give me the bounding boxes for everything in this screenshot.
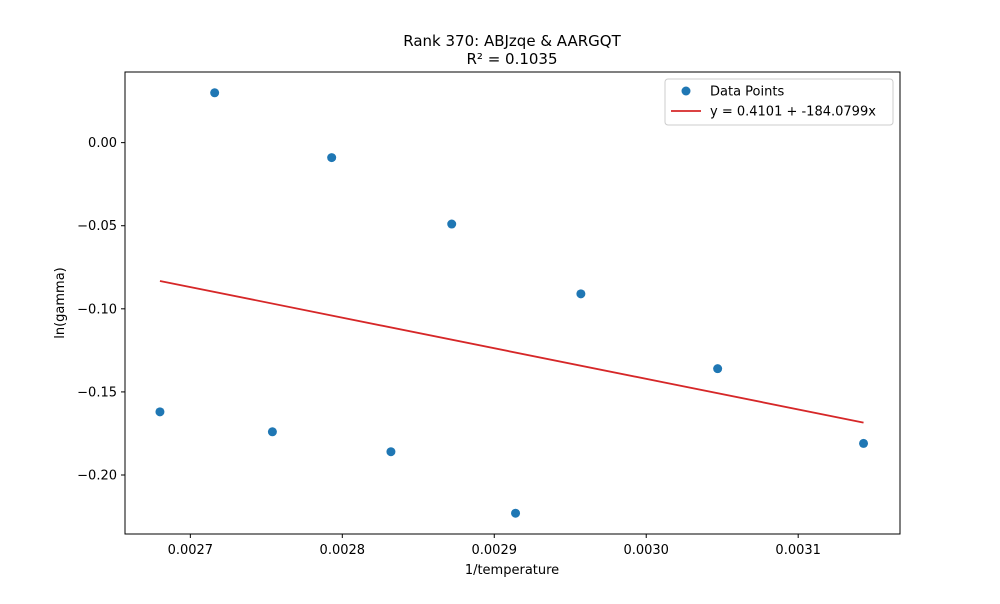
y-tick-label: −0.10 — [77, 302, 117, 317]
data-point — [859, 438, 869, 448]
y-axis-label: ln(gamma) — [53, 267, 68, 339]
y-tick-label: −0.20 — [77, 469, 117, 484]
chart-title: Rank 370: ABJzqe & AARGQT — [403, 32, 621, 50]
x-tick-label: 0.0030 — [623, 543, 669, 558]
x-axis-label: 1/temperature — [465, 563, 559, 578]
data-point — [447, 219, 457, 229]
x-tick-label: 0.0028 — [320, 543, 366, 558]
data-point — [210, 88, 220, 98]
data-point — [386, 447, 396, 457]
data-point — [713, 364, 723, 374]
data-point — [155, 407, 165, 417]
y-tick-label: 0.00 — [88, 136, 117, 151]
y-tick-label: −0.15 — [77, 385, 117, 400]
y-tick-label: −0.05 — [77, 219, 117, 234]
data-point — [576, 289, 586, 299]
data-point — [327, 153, 337, 163]
data-points-layer — [155, 88, 869, 518]
data-point — [511, 508, 521, 518]
plot-area — [125, 72, 900, 534]
y-axis: 0.00 −0.05 −0.10 −0.15 −0.20 — [77, 136, 125, 484]
x-axis: 0.0027 0.0028 0.0029 0.0030 0.0031 — [168, 534, 821, 558]
x-tick-label: 0.0031 — [775, 543, 821, 558]
legend-marker-data-points — [681, 86, 691, 96]
x-tick-label: 0.0027 — [168, 543, 214, 558]
legend-label-data-points: Data Points — [710, 85, 784, 100]
fit-line-layer — [159, 280, 864, 424]
legend: Data Points y = 0.4101 + -184.0799x — [664, 78, 894, 126]
x-tick-label: 0.0029 — [472, 543, 518, 558]
plot-frame — [124, 71, 901, 535]
data-point — [267, 427, 277, 437]
chart-subtitle: R² = 0.1035 — [466, 50, 557, 68]
legend-label-fit-line: y = 0.4101 + -184.0799x — [710, 105, 876, 120]
legend-frame — [664, 78, 894, 126]
fit-line — [159, 280, 864, 424]
